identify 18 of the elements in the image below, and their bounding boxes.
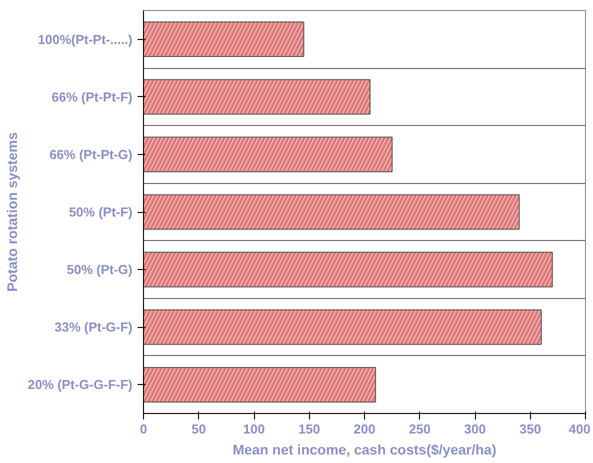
y-tick-label: 20% (Pt-G-G-F-F) — [28, 377, 133, 392]
x-tick-label: 200 — [354, 422, 376, 436]
x-axis-title: Mean net income, cash costs($/year/ha) — [232, 442, 496, 458]
y-tick-label: 33% (Pt-G-F) — [54, 320, 132, 335]
y-axis-title: Potato rotation systems — [4, 132, 20, 292]
x-tick-label: 300 — [464, 422, 486, 436]
x-tick-label: 350 — [519, 422, 542, 436]
x-tick-label: 150 — [298, 422, 320, 436]
x-tick-label: 250 — [408, 422, 431, 436]
y-tick-label: 50% (Pt-F) — [68, 204, 133, 220]
y-tick-label: 66% (Pt-Pt-G) — [49, 146, 133, 162]
y-tick-label: 100%(Pt-Pt-.....) — [38, 32, 132, 47]
x-tick-label: 100 — [243, 422, 265, 436]
x-tick-label: 50 — [192, 422, 206, 436]
x-tick-label: 0 — [140, 422, 148, 436]
x-tick-label: 400 — [568, 422, 591, 436]
y-tick-label: 50% (Pt-G) — [66, 262, 133, 278]
y-tick-label: 66% (Pt-Pt-F) — [52, 89, 132, 104]
